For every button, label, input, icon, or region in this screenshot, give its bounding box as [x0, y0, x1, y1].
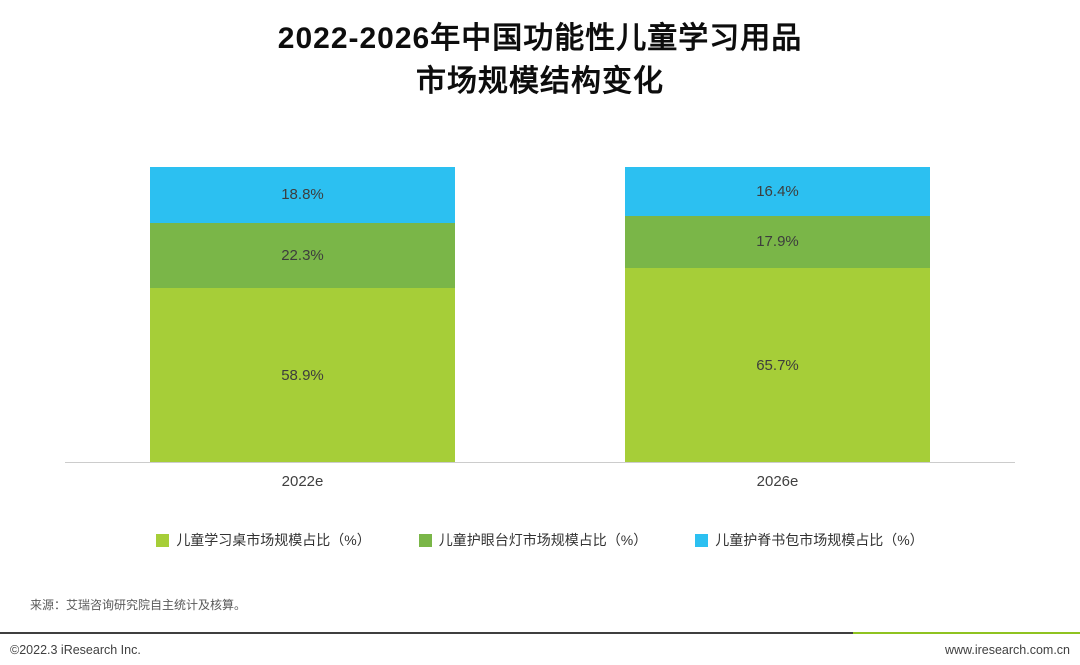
x-axis-label: 2022e	[281, 473, 324, 491]
footer-copyright: ©2022.3 iResearch Inc.	[10, 642, 141, 657]
legend-item: 儿童学习桌市场规模占比（%）	[156, 530, 371, 550]
value-label: 65.7%	[756, 356, 799, 374]
bar-segment: 22.3%	[150, 222, 455, 289]
legend-item: 儿童护眼台灯市场规模占比（%）	[418, 530, 648, 550]
value-label: 18.8%	[281, 186, 324, 204]
legend-swatch	[156, 533, 170, 547]
value-label: 16.4%	[756, 182, 799, 200]
legend-item: 儿童护脊书包市场规模占比（%）	[695, 530, 924, 550]
stacked-bar: 16.4% 17.9% 65.7%	[625, 167, 930, 463]
footer: ©2022.3 iResearch Inc. www.iresearch.com…	[0, 632, 1080, 665]
bar-segment: 17.9%	[625, 215, 930, 269]
bar-segment: 58.9%	[150, 288, 455, 463]
legend-label: 儿童护眼台灯市场规模占比（%）	[438, 532, 648, 549]
chart-area: 18.8% 22.3% 58.9% 16.4% 17.9% 65.7% 2022e 2026…	[65, 167, 1015, 550]
value-label: 58.9%	[281, 366, 324, 384]
x-axis-label: 2026e	[756, 473, 799, 491]
bar-segment: 65.7%	[625, 268, 930, 463]
value-label: 17.9%	[756, 233, 799, 251]
value-label: 22.3%	[281, 247, 324, 265]
bar-segment: 16.4%	[625, 167, 930, 216]
legend: 儿童学习桌市场规模占比（%） 儿童护眼台灯市场规模占比（%） 儿童护脊书包市场规模占…	[65, 530, 1015, 550]
x-axis: 2022e 2026e	[65, 463, 1015, 490]
legend-label: 儿童学习桌市场规模占比（%）	[176, 532, 371, 549]
chart-title-line2: 市场规模结构变化	[416, 64, 664, 98]
legend-label: 儿童护脊书包市场规模占比（%）	[715, 532, 924, 549]
legend-swatch	[695, 533, 709, 547]
legend-swatch	[418, 533, 432, 547]
chart-title-line1: 2022-2026年中国功能性儿童学习用品	[277, 22, 803, 55]
bars-plot-area: 18.8% 22.3% 58.9% 16.4% 17.9% 65.7%	[65, 167, 1015, 464]
chart-title: 2022-2026年中国功能性儿童学习用品 市场规模结构变化	[0, 0, 1080, 103]
footer-website: www.iresearch.com.cn	[944, 642, 1070, 657]
footer-divider	[0, 632, 1080, 634]
stacked-bar: 18.8% 22.3% 58.9%	[150, 167, 455, 463]
bar-segment: 18.8%	[150, 167, 455, 223]
source-note: 来源：艾瑞咨询研究院自主统计及核算。	[30, 598, 247, 612]
